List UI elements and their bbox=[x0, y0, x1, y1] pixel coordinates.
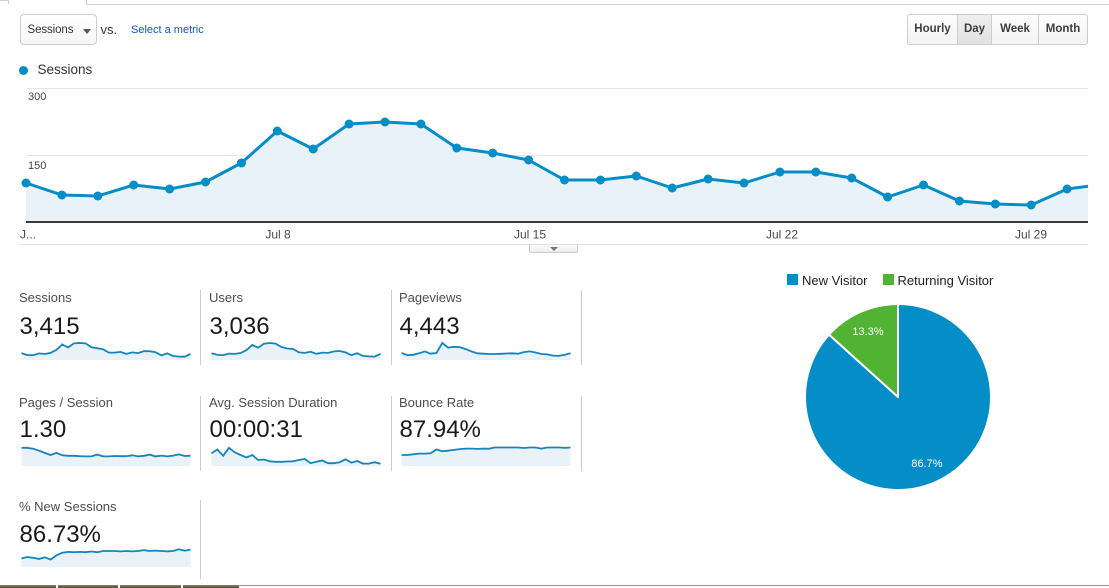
svg-text:Jul 8: Jul 8 bbox=[265, 228, 291, 242]
svg-text:86.7%: 86.7% bbox=[911, 458, 942, 470]
svg-text:J...: J... bbox=[20, 228, 36, 242]
svg-text:300: 300 bbox=[28, 91, 46, 103]
svg-text:150: 150 bbox=[28, 160, 46, 172]
svg-text:Jul 29: Jul 29 bbox=[1015, 228, 1047, 242]
svg-text:Jul 15: Jul 15 bbox=[514, 228, 546, 242]
svg-text:13.3%: 13.3% bbox=[852, 326, 883, 338]
svg-text:Jul 22: Jul 22 bbox=[766, 228, 798, 242]
